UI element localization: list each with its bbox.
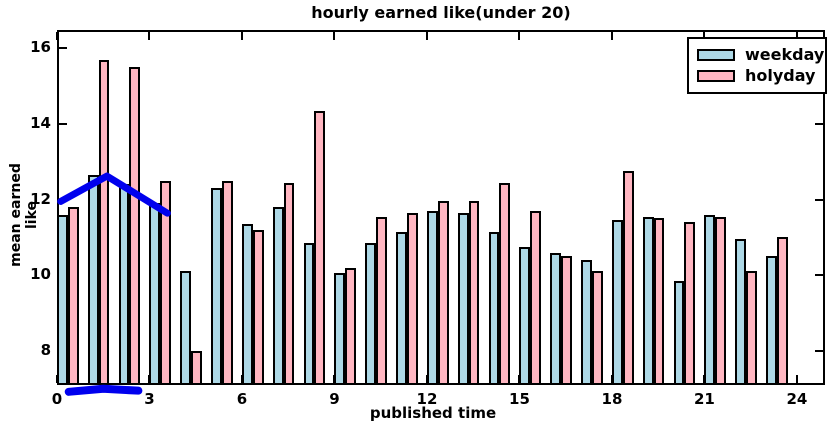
x-tick-label: 3 (144, 390, 155, 408)
bar-weekday-15 (519, 246, 531, 385)
x-tick-label: 9 (329, 390, 340, 408)
bar-holyday-7 (283, 182, 295, 385)
x-tick-top (518, 32, 521, 40)
bar-holyday-18 (622, 171, 634, 385)
y-axis-label: mean earned like (8, 163, 40, 267)
x-tick-label: 18 (601, 390, 623, 408)
x-tick-label: 24 (786, 390, 808, 408)
bar-weekday-9 (334, 273, 346, 385)
y-tick-left (59, 122, 67, 125)
bar-weekday-22 (735, 239, 747, 385)
chart-title: hourly earned like(under 20) (311, 3, 571, 22)
x-tick-top (795, 32, 798, 40)
y-tick-right (815, 122, 823, 125)
x-tick-label: 12 (416, 390, 438, 408)
x-tick-top (610, 32, 613, 40)
x-axis-label: published time (369, 404, 497, 422)
bar-weekday-4 (180, 271, 192, 385)
y-tick-label: 14 (30, 113, 51, 132)
y-tick-left (59, 47, 67, 50)
legend-item-holyday: holyday (697, 68, 817, 84)
weekday-swatch (697, 48, 735, 61)
x-tick-label: 15 (509, 390, 530, 408)
bar-holyday-22 (746, 271, 757, 385)
bar-weekday-16 (550, 252, 562, 385)
x-tick-top (240, 32, 243, 40)
y-tick-right (815, 198, 823, 201)
bar-holyday-5 (221, 180, 233, 385)
x-tick-top (425, 32, 428, 40)
bar-weekday-14 (488, 231, 500, 385)
bar-holyday-13 (468, 201, 480, 385)
bar-holyday-11 (406, 212, 418, 385)
bar-holyday-20 (684, 222, 696, 385)
y-tick-label: 16 (30, 38, 51, 57)
bar-weekday-17 (581, 260, 592, 385)
legend-label-holyday: holyday (745, 66, 816, 86)
bar-holyday-12 (437, 201, 449, 385)
bar-holyday-0 (67, 207, 79, 385)
x-tick-top (333, 32, 336, 40)
bar-holyday-15 (530, 210, 542, 385)
bar-weekday-21 (704, 214, 716, 385)
x-tick-top (56, 32, 58, 40)
bar-weekday-5 (211, 188, 222, 385)
bar-holyday-1 (98, 59, 110, 385)
x-tick-top (703, 32, 706, 40)
bar-weekday-1 (87, 174, 99, 385)
bar-holyday-10 (376, 216, 387, 385)
x-tick-label: 0 (51, 390, 63, 408)
x-tick-label: 21 (694, 390, 715, 408)
bar-weekday-19 (642, 216, 654, 385)
legend-item-weekday: weekday (697, 46, 824, 63)
bar-weekday-7 (272, 207, 284, 385)
y-tick-right (815, 274, 823, 277)
x-tick-top (148, 32, 151, 40)
y-tick-right (815, 349, 823, 352)
bar-weekday-3 (149, 203, 161, 385)
bar-holyday-14 (499, 182, 511, 385)
bar-weekday-2 (118, 184, 130, 385)
bar-holyday-8 (314, 110, 326, 385)
y-tick-label: 12 (30, 189, 51, 208)
bar-weekday-6 (241, 224, 253, 385)
y-tick-label: 10 (30, 265, 51, 284)
bar-weekday-8 (303, 243, 315, 385)
bar-weekday-10 (365, 243, 377, 385)
bar-weekday-0 (57, 214, 68, 385)
bar-weekday-18 (611, 220, 623, 385)
bar-weekday-12 (426, 210, 438, 385)
bar-weekday-23 (766, 256, 777, 385)
bar-holyday-2 (129, 67, 141, 385)
bar-holyday-19 (653, 218, 665, 385)
holyday-swatch (697, 70, 735, 83)
bar-weekday-13 (457, 212, 469, 385)
bar-holyday-4 (191, 350, 202, 385)
bar-holyday-6 (252, 229, 264, 385)
y-tick-label: 8 (40, 340, 51, 359)
bar-holyday-17 (591, 271, 603, 385)
y-tick-left (59, 198, 67, 201)
bar-holyday-16 (561, 256, 572, 385)
x-tick-bottom (795, 375, 798, 383)
bar-holyday-3 (160, 180, 172, 385)
legend: weekday holyday (687, 37, 827, 94)
legend-label-weekday: weekday (745, 44, 825, 64)
bar-weekday-20 (673, 280, 685, 385)
bar-holyday-21 (715, 216, 727, 385)
x-tick-label: 6 (236, 390, 248, 408)
bar-holyday-23 (776, 237, 788, 385)
bar-holyday-9 (345, 267, 357, 385)
bar-weekday-11 (396, 231, 407, 385)
